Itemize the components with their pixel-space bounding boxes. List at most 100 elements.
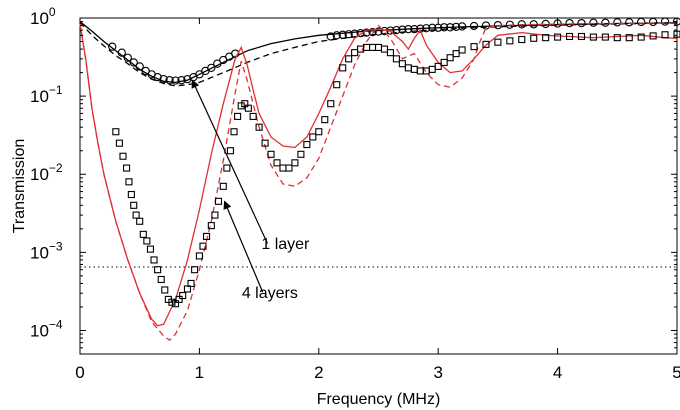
data-point-square — [577, 32, 586, 41]
data-point-square — [237, 102, 245, 110]
data-point-square — [223, 164, 231, 172]
data-point-circle — [374, 27, 383, 36]
y-tick-label: 10−2 — [30, 161, 63, 184]
data-point-circle — [404, 24, 413, 34]
annotation-arrow — [223, 200, 264, 293]
data-point-square — [261, 139, 269, 147]
data-point-square — [363, 43, 371, 51]
data-point-circle — [416, 24, 425, 33]
data-point-circle — [469, 21, 479, 31]
x-tick-label: 2 — [314, 363, 323, 382]
data-point-square — [285, 164, 293, 172]
data-point-square — [297, 150, 305, 158]
data-point-circle — [177, 76, 186, 85]
data-point-circle — [129, 58, 138, 67]
data-point-square — [267, 150, 275, 158]
data-point-circle — [159, 74, 168, 84]
data-point-square — [139, 230, 147, 238]
data-point-square — [273, 159, 281, 167]
data-point-square — [226, 147, 234, 155]
annotation-label: 4 layers — [242, 285, 298, 302]
data-point-circle — [589, 18, 598, 27]
x-axis-label: Frequency (MHz) — [317, 391, 441, 408]
data-point-circle — [108, 42, 117, 51]
data-point-square — [673, 30, 680, 38]
data-point-square — [482, 40, 490, 48]
data-point-square — [452, 50, 460, 58]
data-point-square — [123, 164, 131, 172]
x-tick-label: 4 — [553, 363, 562, 382]
data-point-circle — [451, 22, 461, 32]
series-line-4 — [79, 22, 677, 342]
data-point-square — [554, 33, 562, 41]
data-point-circle — [171, 76, 180, 85]
data-point-square — [542, 34, 550, 42]
data-point-circle — [565, 18, 574, 28]
data-point-square — [179, 292, 187, 300]
data-point-square — [661, 31, 669, 39]
plot-frame — [79, 17, 678, 355]
data-point-square — [143, 237, 151, 245]
data-point-square — [161, 286, 169, 294]
data-point-circle — [368, 27, 377, 37]
data-point-circle — [601, 18, 610, 27]
data-point-square — [115, 139, 123, 147]
series-line-0 — [79, 21, 678, 84]
y-tick-label: 10−4 — [30, 317, 63, 340]
data-point-circle — [153, 72, 162, 82]
x-tick-label: 3 — [433, 363, 442, 382]
data-point-circle — [660, 17, 670, 26]
data-point-square — [470, 43, 478, 51]
data-point-square — [428, 65, 436, 73]
data-point-circle — [613, 18, 622, 27]
data-point-square — [380, 45, 389, 53]
data-point-square — [345, 55, 353, 63]
data-point-square — [589, 33, 597, 41]
data-point-square — [321, 116, 329, 124]
data-point-square — [601, 33, 609, 41]
data-point-square — [241, 100, 249, 108]
data-point-circle — [231, 49, 240, 58]
data-point-square — [234, 112, 242, 120]
data-point-square — [279, 164, 287, 172]
data-point-square — [150, 256, 158, 264]
data-point-square — [339, 64, 347, 72]
data-point-square — [211, 211, 219, 219]
data-point-circle — [410, 24, 419, 34]
data-point-square — [171, 300, 180, 308]
data-point-square — [398, 60, 406, 68]
data-point-square — [649, 32, 657, 40]
data-point-circle — [350, 29, 359, 38]
data-point-square — [199, 242, 207, 250]
data-point-circle — [428, 23, 437, 32]
data-point-circle — [356, 28, 365, 38]
data-point-circle — [344, 30, 353, 39]
y-tick-label: 100 — [30, 5, 56, 28]
data-point-square — [195, 252, 203, 260]
data-point-square — [613, 34, 621, 42]
data-point-square — [416, 67, 424, 75]
data-point-circle — [332, 31, 341, 40]
data-point-square — [351, 49, 359, 57]
data-point-square — [191, 266, 199, 274]
data-point-square — [214, 197, 223, 205]
data-point-square — [392, 55, 400, 63]
data-point-circle — [577, 18, 586, 28]
data-point-square — [146, 245, 154, 253]
data-point-square — [374, 43, 383, 51]
data-point-square — [386, 49, 394, 57]
data-point-square — [154, 266, 162, 274]
data-point-circle — [517, 20, 526, 29]
data-point-circle — [440, 23, 449, 32]
series-line-3 — [79, 23, 678, 327]
data-point-square — [132, 211, 140, 219]
data-point-square — [404, 64, 412, 72]
data-point-circle — [183, 74, 192, 84]
data-point-square — [219, 182, 227, 190]
data-point-square — [168, 298, 176, 306]
data-point-circle — [135, 62, 144, 71]
data-point-circle — [165, 76, 174, 85]
data-point-square — [255, 123, 263, 131]
data-point-square — [446, 54, 454, 62]
data-point-square — [207, 222, 215, 230]
